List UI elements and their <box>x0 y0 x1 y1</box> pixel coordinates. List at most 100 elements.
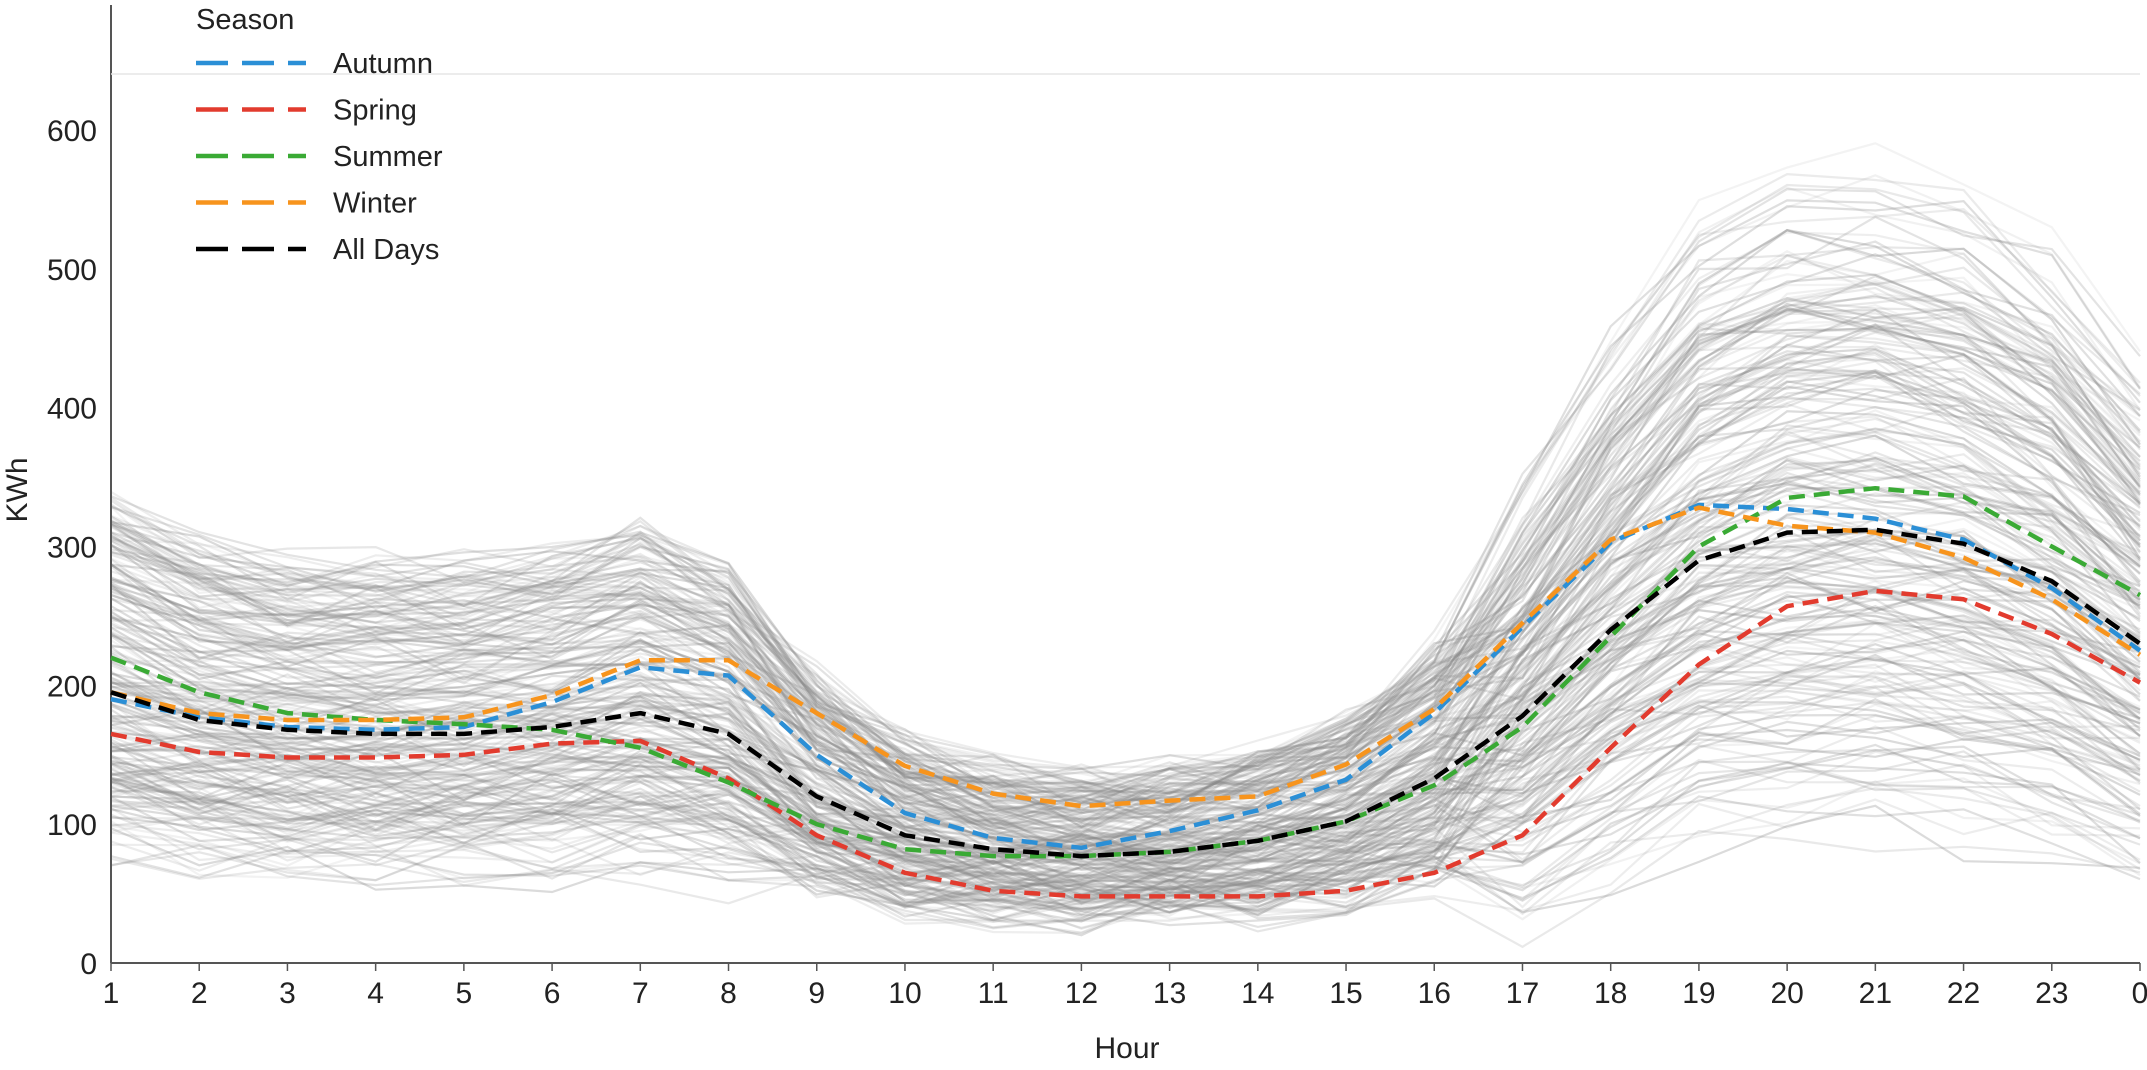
daily-load-line <box>110 643 2141 913</box>
daily-load-line <box>110 471 2141 870</box>
daily-load-line <box>110 635 2141 911</box>
daily-load-line <box>110 401 2141 846</box>
x-tick-label: 8 <box>720 977 737 1010</box>
daily-load-line <box>110 512 2141 853</box>
daily-load-line <box>110 308 2141 784</box>
x-tick-label: 19 <box>1682 977 1715 1010</box>
daily-load-line <box>110 246 2141 812</box>
daily-load-line <box>110 479 2141 885</box>
daily-load-line <box>110 405 2141 807</box>
daily-load-line <box>110 286 2141 823</box>
daily-load-line <box>110 539 2141 904</box>
daily-load-line <box>110 586 2141 876</box>
daily-load-line <box>110 199 2141 809</box>
daily-load-line <box>110 457 2141 850</box>
daily-load-line <box>110 228 2141 804</box>
daily-load-line <box>110 588 2141 889</box>
daily-load-line <box>110 294 2141 822</box>
daily-load-line <box>110 528 2141 882</box>
daily-load-line <box>110 331 2141 808</box>
x-tick-label: 0 <box>2132 977 2147 1010</box>
y-tick-label: 300 <box>47 532 97 565</box>
daily-load-line <box>110 614 2141 905</box>
daily-load-line <box>110 486 2141 862</box>
daily-load-line <box>110 575 2141 882</box>
daily-load-line <box>110 183 2141 805</box>
daily-load-line <box>110 424 2141 817</box>
daily-load-line <box>110 291 2141 827</box>
daily-load-line <box>110 556 2141 856</box>
daily-load-line <box>110 606 2141 867</box>
daily-load-line <box>110 777 2141 921</box>
daily-load-line <box>110 593 2141 892</box>
daily-load-line <box>110 639 2141 897</box>
daily-load-line <box>110 409 2141 828</box>
legend-label: Spring <box>333 95 417 127</box>
y-tick-label: 400 <box>47 393 97 426</box>
x-tick-label: 6 <box>544 977 561 1010</box>
x-tick-label: 18 <box>1594 977 1627 1010</box>
x-tick-label: 7 <box>632 977 649 1010</box>
daily-load-line <box>110 542 2141 891</box>
x-tick-label: 17 <box>1506 977 1539 1010</box>
daily-load-line <box>110 334 2141 818</box>
season-series-lines <box>110 485 2142 899</box>
daily-load-line <box>110 431 2141 857</box>
daily-load-line <box>110 482 2141 881</box>
daily-load-line <box>110 459 2141 844</box>
daily-load-line <box>110 142 2141 794</box>
daily-load-line <box>110 798 2141 925</box>
daily-load-line <box>110 468 2141 812</box>
daily-load-line <box>110 528 2141 887</box>
daily-load-line <box>110 649 2141 894</box>
daily-load-line <box>110 451 2141 869</box>
daily-load-line <box>110 516 2141 853</box>
daily-load-line <box>110 647 2141 890</box>
daily-load-line <box>110 351 2141 823</box>
daily-load-line <box>110 587 2141 869</box>
daily-load-line <box>110 278 2141 824</box>
daily-load-line <box>110 228 2141 800</box>
daily-load-line <box>110 580 2141 861</box>
daily-load-line <box>110 589 2141 885</box>
daily-load-line <box>110 614 2141 863</box>
daily-load-line <box>110 703 2141 894</box>
daily-load-line <box>110 308 2141 810</box>
daily-load-line <box>110 695 2141 924</box>
daily-load-line <box>110 375 2141 828</box>
series-line-winter <box>110 505 2142 809</box>
x-tick-label: 4 <box>367 977 384 1010</box>
x-tick-label: 12 <box>1065 977 1098 1010</box>
daily-load-line <box>110 254 2141 801</box>
daily-load-line <box>110 670 2141 914</box>
axes <box>110 5 2140 964</box>
daily-load-line <box>110 588 2141 903</box>
y-tick-labels: 0 100 200 300 400 500 600 <box>47 115 97 981</box>
daily-load-line <box>110 743 2141 903</box>
daily-load-line <box>110 697 2141 929</box>
daily-load-line <box>110 704 2141 922</box>
x-axis-title: Hour <box>1094 1032 1159 1065</box>
daily-load-line <box>110 429 2141 873</box>
daily-load-line <box>110 347 2141 855</box>
daily-load-line <box>110 456 2141 853</box>
daily-load-line <box>110 353 2141 812</box>
daily-load-line <box>110 231 2141 812</box>
daily-load-line <box>110 630 2141 909</box>
daily-load-line <box>110 308 2141 830</box>
legend-label: Summer <box>333 141 443 173</box>
daily-load-line <box>110 472 2141 887</box>
series-line-summer <box>110 485 2142 859</box>
daily-load-line <box>110 295 2141 806</box>
daily-load-line <box>110 617 2141 920</box>
daily-load-line <box>110 513 2141 869</box>
daily-load-line <box>110 750 2141 902</box>
daily-load-line <box>110 307 2141 835</box>
daily-load-line <box>110 689 2141 935</box>
daily-load-line <box>110 795 2141 927</box>
daily-load-line <box>110 360 2141 847</box>
daily-load-line <box>110 636 2141 887</box>
daily-load-line <box>110 713 2141 914</box>
daily-load-line <box>110 462 2141 833</box>
daily-load-line <box>110 317 2141 812</box>
